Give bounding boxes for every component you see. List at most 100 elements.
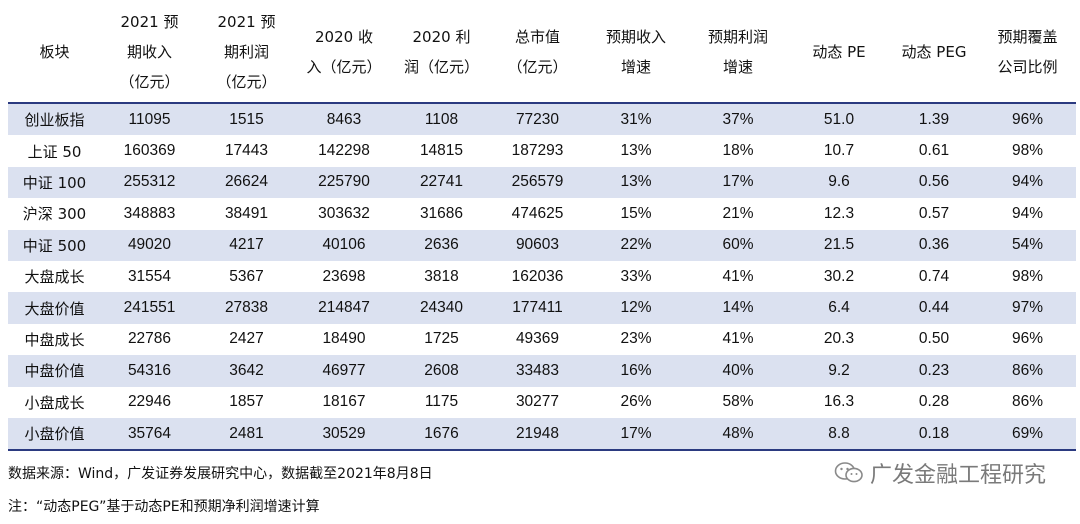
table-cell: 17% [687,166,789,199]
table-cell: 1175 [424,393,459,411]
table-cell: 24340 [393,292,490,324]
table-cell: 241551 [101,292,198,324]
column-header: 2021 预期收入 （亿元） [101,2,198,104]
table-cell: 14% [687,292,789,324]
column-header-line: 增速 [620,58,651,76]
table-cell: 22741 [393,166,490,199]
table-cell: 21% [722,204,754,222]
column-header: 预期收入 增速 [585,2,687,104]
table-cell: 96% [1011,330,1044,348]
table-cell: 9.6 [789,166,889,199]
watermark: 广发金融工程研究 [834,457,1046,489]
column-header-line: 2020 收 [315,28,373,46]
table-cell: 256579 [490,166,585,199]
table-cell: 12% [585,292,687,324]
table-cell: 348883 [123,204,176,222]
table-cell: 3818 [424,267,459,285]
table-cell: 35764 [101,417,198,452]
table-cell: 0.74 [918,267,950,285]
table-cell: 1515 [198,103,295,136]
table-cell: 21948 [490,417,585,452]
table-row: 中盘成长 22786 2427 18490 1725 49369 23% 41% 20.3 0.5… [8,324,1076,355]
column-header-line: （亿元） [119,73,180,91]
table-cell: 26% [620,393,652,411]
table-cell: 30529 [295,417,393,452]
table-cell: 2636 [393,229,490,261]
table-cell: 86% [979,355,1076,387]
row-label-cell: 中盘价值 [8,355,101,387]
table-cell: 12.3 [823,204,855,222]
table-row: 中盘价值 54316 3642 46977 2608 33483 16% 40% 9.2 0.23… [8,355,1076,387]
row-label-cell: 小盘价值 [8,417,101,452]
table-cell: 0.61 [918,142,950,160]
column-header-line: 2020 利 [412,28,471,46]
table-row: 创业板指 11095 1515 8463 1108 77230 31% 37% 51.0 1.39… [8,103,1076,136]
table-cell: 58% [722,393,754,411]
column-header-line: 增速 [722,58,753,76]
table-cell: 40% [687,355,789,387]
table-cell: 20.3 [823,330,855,348]
table-cell: 0.50 [918,330,950,348]
table-cell: 18167 [322,393,366,411]
table-cell: 31686 [419,204,464,222]
table-cell: 160369 [123,142,176,160]
column-header-line: （亿元） [507,58,568,76]
table-cell: 98% [1011,142,1044,160]
table-cell: 2481 [198,417,295,452]
column-header: 2021 预期利润 （亿元） [198,2,295,104]
table-cell: 48% [687,417,789,452]
column-header-line: 期利润 [223,43,269,61]
table-cell: 4217 [198,229,295,261]
table-cell: 33% [620,267,652,285]
row-label-cell: 上证 50 [27,142,82,161]
row-label-cell: 大盘价值 [8,292,101,324]
table-cell: 41% [722,330,754,348]
table-cell: 77230 [490,103,585,136]
table-cell: 30277 [515,393,560,411]
table-cell: 8463 [295,103,393,136]
table-cell: 60% [687,229,789,261]
row-label-cell: 小盘成长 [24,393,85,412]
table-cell: 69% [979,417,1076,452]
column-header-line: 预期收入 [605,28,666,46]
column-header-line: 2021 预 [120,13,179,31]
table-cell: 22786 [127,330,172,348]
column-header: 2020 利润（亿元） [393,2,490,104]
row-label-cell: 大盘成长 [24,268,85,287]
table-cell: 49369 [515,330,560,348]
column-header-line: （亿元） [216,73,277,91]
column-header-line: 总市值 [514,28,560,46]
table-cell: 225790 [295,166,393,199]
table-cell: 22% [585,229,687,261]
table-cell: 0.56 [889,166,979,199]
table-row: 小盘成长 22946 1857 18167 1175 30277 26% 58% 16.3 0.2… [8,387,1076,418]
table-cell: 11095 [101,103,198,136]
column-header-line: 期收入 [126,43,172,61]
table-cell: 23698 [322,267,366,285]
table-cell: 1108 [393,103,490,136]
table-cell: 49020 [101,229,198,261]
table-cell: 14815 [419,142,464,160]
table-cell: 3642 [198,355,295,387]
table-cell: 17443 [224,142,269,160]
index-forecast-table: 板块 2021 预期收入 （亿元） 2021 预期利润 （亿元） 2020 收入（亿元） 2… [8,2,1076,452]
table-cell: 214847 [295,292,393,324]
table-cell: 177411 [490,292,585,324]
column-header: 动态 PEG [889,2,979,104]
wechat-icon [834,462,863,483]
table-row: 小盘价值 35764 2481 30529 1676 21948 17% 48% 8.8 0.18… [8,417,1076,452]
column-header-line: 预期利润 [707,28,768,46]
table-cell: 162036 [511,267,564,285]
column-header-line: 润（亿元） [403,58,479,76]
table-cell: 90603 [490,229,585,261]
table-header-row: 板块 2021 预期收入 （亿元） 2021 预期利润 （亿元） 2020 收入（亿元） 2… [8,2,1076,104]
table-cell: 96% [979,103,1076,136]
row-label-cell: 沪深 300 [22,205,87,224]
table-row: 上证 50 160369 17443 142298 14815 187293 13% 18% 1… [8,135,1076,166]
table-cell: 51.0 [789,103,889,136]
column-header-line: 公司比例 [997,58,1058,76]
table-cell: 22946 [127,393,172,411]
table-cell: 0.23 [889,355,979,387]
table-cell: 31554 [127,267,172,285]
table-cell: 33483 [490,355,585,387]
